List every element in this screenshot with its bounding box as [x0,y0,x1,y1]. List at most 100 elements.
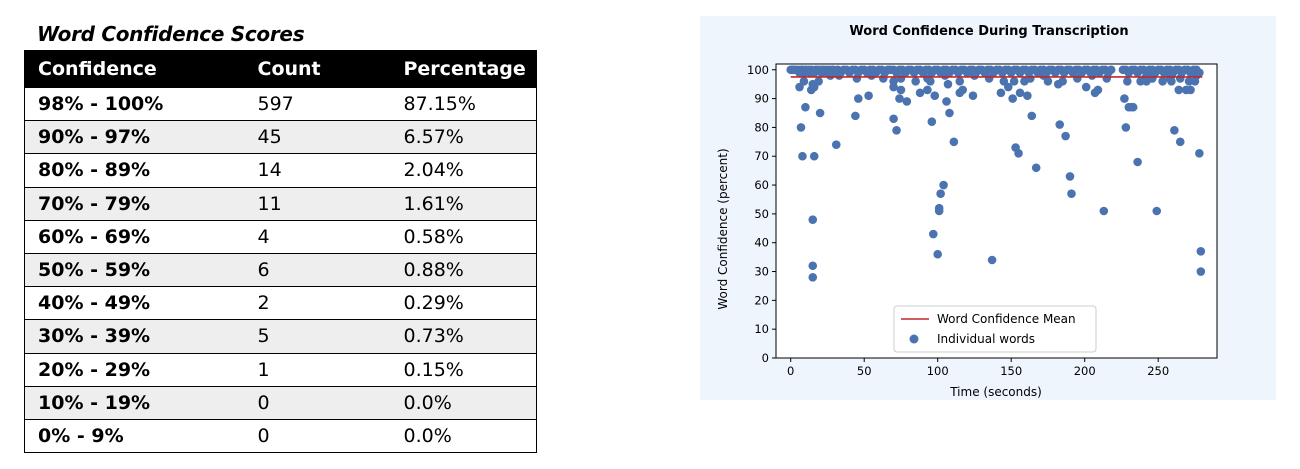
data-point [1023,91,1032,101]
data-point [852,74,862,83]
data-point [923,85,932,95]
data-point [1121,123,1131,132]
scatter-points [786,65,1206,282]
data-point [799,76,809,86]
data-point [936,189,945,199]
y-tick-label: 20 [754,293,769,307]
data-point [1020,76,1029,86]
y-tick-label: 60 [754,178,769,192]
data-point [1102,74,1112,83]
data-point [864,91,873,101]
data-point [1123,76,1132,86]
range-cell: 98% - 100% [24,86,245,122]
range-cell: 40% - 49% [24,286,245,321]
table-row: 0% - 9% 0 0.0% [24,418,537,454]
data-point [1065,172,1075,181]
table-row: 90% - 97% 45 6.57% [24,120,537,155]
data-point [1061,131,1070,141]
y-tick-label: 80 [754,120,769,134]
percentage-cell: 0.0% [390,385,537,420]
data-point [1196,247,1206,256]
table-row: 40% - 49% 2 0.29% [24,286,537,321]
confidence-scatter-chart: Word Confidence During Transcription 0 50… [716,24,1218,399]
x-tick-label: 250 [1147,364,1169,378]
data-point [987,255,997,265]
range-cell: 60% - 69% [24,219,245,254]
data-point [889,82,898,92]
table-row: 60% - 69% 4 0.58% [24,219,537,254]
percentage-cell: 0.15% [390,352,537,387]
y-axis-label: Word Confidence (percent) [716,148,730,309]
data-point [955,76,965,86]
data-point [915,88,925,98]
data-point [933,249,942,259]
data-point [1008,94,1017,103]
data-point [940,71,950,80]
x-tick-label: 0 [787,364,794,378]
percentage-cell: 0.73% [390,319,537,354]
data-point [1152,206,1162,216]
data-point [926,76,935,86]
data-point [801,102,810,112]
data-point [1081,82,1091,92]
count-cell: 597 [244,86,391,122]
percentage-cell: 1.61% [390,186,537,221]
data-point [939,180,948,190]
data-point [1186,85,1195,95]
percentage-cell: 0.0% [390,418,537,454]
data-point [1093,85,1103,95]
data-point [1120,94,1129,103]
data-point [968,91,978,101]
data-point [1133,157,1142,167]
x-axis-label: Time (seconds) [949,385,1042,399]
data-point [1067,189,1076,199]
count-cell: 11 [244,186,391,221]
header-percentage: Percentage [390,50,537,88]
data-point [930,91,940,101]
data-point [808,261,818,271]
data-point [879,74,888,83]
data-point [1099,206,1109,216]
data-point [1087,71,1097,80]
data-point [984,74,994,83]
count-cell: 1 [244,352,391,387]
range-cell: 50% - 59% [24,252,245,288]
percentage-cell: 0.29% [390,286,537,321]
data-point [1043,76,1053,86]
x-axis: 0 50 100 150 200 250 [787,358,1169,378]
legend: Word Confidence Mean Individual words [893,305,1097,353]
range-cell: 20% - 29% [24,352,245,387]
legend-box [893,305,1097,353]
data-point [1009,76,1019,86]
data-point [928,229,938,239]
data-point [808,215,818,224]
data-point [911,76,920,86]
x-tick-label: 50 [857,364,872,378]
x-tick-label: 100 [927,364,949,378]
data-point [1196,267,1206,276]
data-point [1053,79,1063,89]
header-confidence: Confidence [24,50,245,88]
y-tick-label: 10 [754,322,769,336]
range-cell: 0% - 9% [24,418,245,454]
data-point [851,111,860,121]
data-point [942,97,951,106]
data-point [834,71,844,80]
table-row: 10% - 19% 0 0.0% [24,385,537,420]
y-tick-label: 70 [754,149,769,163]
data-point [896,85,906,95]
count-cell: 45 [244,120,391,155]
count-cell: 4 [244,219,391,254]
count-cell: 5 [244,319,391,354]
data-point [826,71,835,80]
range-cell: 80% - 89% [24,153,245,188]
data-point [1128,102,1138,112]
data-point [1148,74,1157,83]
data-point [809,151,819,161]
data-point [808,272,818,282]
data-point [1106,65,1116,75]
data-point [1015,88,1025,98]
data-point [927,117,937,126]
y-tick-label: 40 [754,236,769,250]
percentage-cell: 0.88% [390,252,537,288]
